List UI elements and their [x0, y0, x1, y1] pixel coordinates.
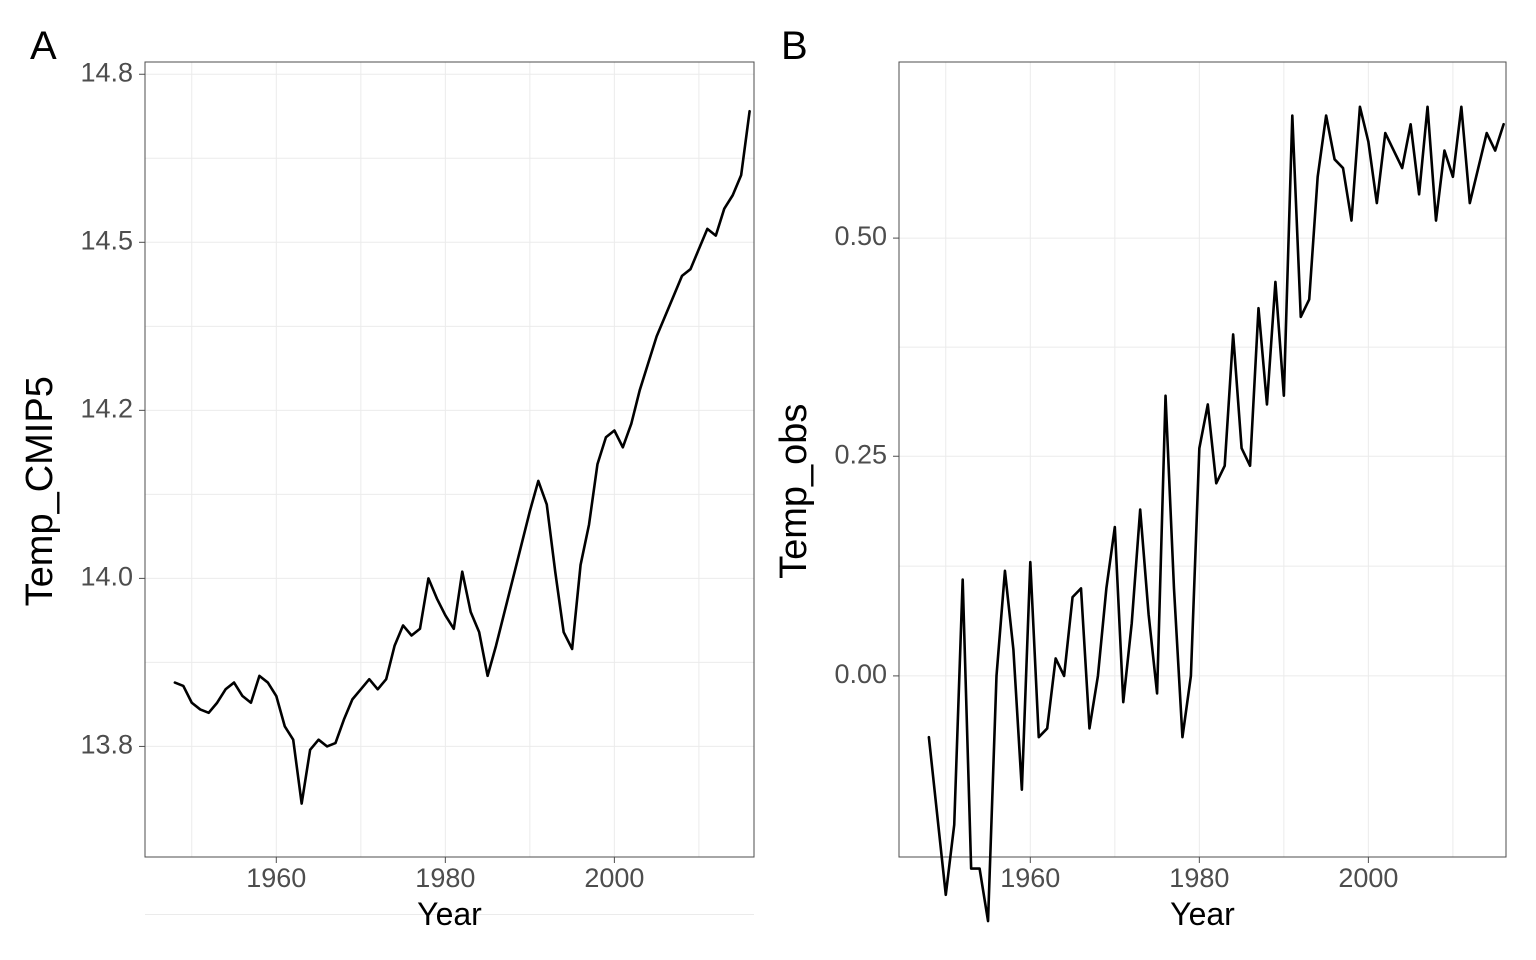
svg-text:14.8: 14.8 [80, 57, 133, 87]
svg-text:13.8: 13.8 [80, 729, 133, 759]
svg-text:1980: 1980 [415, 863, 475, 893]
svg-text:0.25: 0.25 [834, 439, 887, 469]
svg-text:1960: 1960 [1000, 863, 1060, 893]
svg-text:Temp_CMIP5: Temp_CMIP5 [19, 376, 61, 606]
svg-text:14.5: 14.5 [80, 225, 133, 255]
svg-text:Year: Year [1170, 896, 1235, 932]
svg-text:Temp_obs: Temp_obs [773, 404, 815, 579]
svg-text:0.00: 0.00 [834, 659, 887, 689]
svg-text:Year: Year [417, 896, 482, 932]
svg-text:1980: 1980 [1169, 863, 1229, 893]
svg-text:0.50: 0.50 [834, 221, 887, 251]
svg-text:14.2: 14.2 [80, 393, 133, 423]
svg-text:2000: 2000 [584, 863, 644, 893]
svg-text:14.0: 14.0 [80, 561, 133, 591]
svg-text:2000: 2000 [1338, 863, 1398, 893]
svg-text:1960: 1960 [246, 863, 306, 893]
